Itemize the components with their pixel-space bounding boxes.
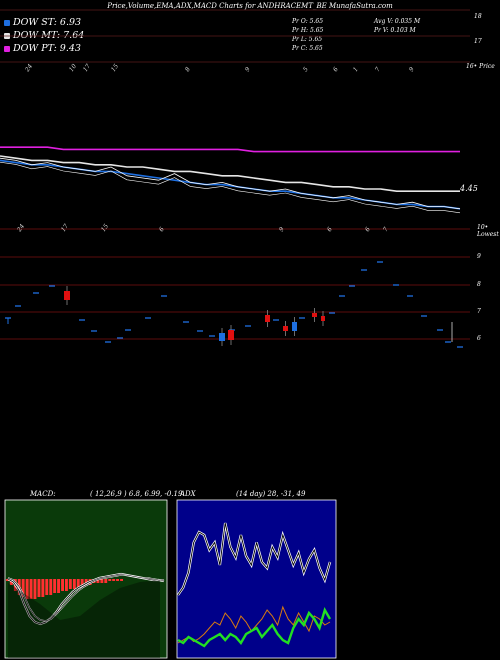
dow-mt-label: DOW MT: 7.64 <box>13 30 85 41</box>
info-pr-c: Pr C: 5.65 <box>292 45 323 52</box>
dow-pt-label: DOW PT: 9.43 <box>13 43 81 54</box>
adx-params: (14 day) 28, -31, 49 <box>236 490 306 498</box>
ema-line-1 <box>0 155 460 192</box>
price-close-line <box>0 157 461 210</box>
price-date-label: 8 <box>184 66 192 73</box>
legend-dow-mt: DOW MT: 7.64 <box>4 30 84 41</box>
macd-histogram-bar <box>80 579 84 587</box>
macd-histogram-bar <box>116 579 119 581</box>
macd-histogram-bar <box>120 579 123 581</box>
legend-dow-st: DOW ST: 6.93 <box>4 17 81 28</box>
vol-level-8: 8 <box>477 281 481 288</box>
price-scale-label: 16• Price <box>466 63 495 70</box>
vol-level-10-value: 10 <box>477 224 485 231</box>
macd-histogram-bar <box>29 579 33 599</box>
vol-level-10: 10• Lowest <box>477 224 500 238</box>
info-pr-v: Pr V: 0.103 M <box>374 27 416 34</box>
price-date-label: 1 <box>352 66 360 73</box>
candle-body <box>321 316 325 321</box>
chart-title: Price,Volume,EMA,ADX,MACD Charts for AND… <box>107 2 393 10</box>
volume-date-label: 7 <box>382 226 390 233</box>
adx-main-line-inner <box>177 522 331 596</box>
info-avg-v: Avg V: 0.035 M <box>374 18 421 25</box>
macd-histogram-bar <box>104 579 108 583</box>
price-date-label: 7 <box>374 66 382 73</box>
dow-st-swatch <box>4 19 10 26</box>
vol-level-9: 9 <box>477 253 481 260</box>
price-date-label: 5 <box>302 66 310 73</box>
macd-shade <box>8 580 160 658</box>
dow-st-label: DOW ST: 6.93 <box>13 17 82 28</box>
price-low-line <box>0 161 461 214</box>
macd-histogram-bar <box>100 579 104 583</box>
price-date-label: 9 <box>408 66 416 73</box>
macd-histogram-bar <box>41 579 45 597</box>
candle-body <box>64 291 70 300</box>
price-date-label: 15 <box>110 63 120 73</box>
volume-date-label: 24 <box>15 223 26 234</box>
candle-body <box>219 333 225 341</box>
macd-histogram-bar <box>72 579 76 589</box>
volume-date-label: 17 <box>60 223 70 233</box>
price-scale-top: 18 <box>474 13 482 20</box>
last-price-label: 4.45 <box>460 184 478 193</box>
macd-histogram-bar <box>33 579 37 599</box>
macd-histogram-bar <box>112 579 116 581</box>
macd-histogram-bar <box>65 579 68 591</box>
macd-histogram-bar <box>96 579 100 583</box>
vol-level-10-suffix: • Lowest <box>477 224 499 238</box>
macd-title: MACD: <box>30 490 56 498</box>
macd-signal-inner <box>7 574 164 622</box>
volume-date-label: 9 <box>278 226 286 233</box>
macd-histogram-bar <box>61 579 64 591</box>
vol-level-7: 7 <box>477 308 481 315</box>
volume-date-label: 6 <box>326 226 334 233</box>
macd-histogram-bar <box>21 579 25 597</box>
volume-date-label: 6 <box>158 226 166 233</box>
macd-histogram-bar <box>37 579 41 597</box>
adx-panel-frame <box>176 499 337 659</box>
dow-mt-swatch <box>4 32 10 39</box>
adx-minus-di-line <box>177 606 332 648</box>
macd-histogram-bar <box>6 579 9 581</box>
macd-histogram-bar <box>108 579 112 581</box>
vol-level-6: 6 <box>477 335 481 342</box>
candle-body <box>312 313 317 317</box>
price-date-label: 9 <box>244 66 252 73</box>
ema-line-2 <box>0 146 460 153</box>
macd-histogram-bar <box>49 579 53 595</box>
macd-histogram-bar <box>45 579 49 595</box>
candle-body <box>283 326 288 331</box>
volume-date-label: 6 <box>364 226 372 233</box>
macd-histogram-bar <box>84 579 88 585</box>
macd-histogram-bar <box>53 579 57 593</box>
price-date-label: 24 <box>23 63 34 74</box>
info-pr-o: Pr O: 5.65 <box>292 18 324 25</box>
price-date-label: 10 <box>68 63 78 73</box>
legend-dow-pt: DOW PT: 9.43 <box>4 43 81 54</box>
volume-date-label: 15 <box>100 223 110 233</box>
info-pr-h: Pr H: 5.65 <box>292 27 324 34</box>
info-pr-l: Pr L: 5.65 <box>292 36 323 43</box>
dow-pt-swatch <box>4 45 10 52</box>
macd-histogram-bar <box>68 579 72 589</box>
macd-params: ( 12,26,9 ) 6.8, 6.99, -0.19 <box>90 490 183 498</box>
macd-histogram-bar <box>57 579 60 593</box>
candle-body <box>228 330 234 340</box>
macd-histogram-bar <box>25 579 29 599</box>
candle-body <box>265 315 270 322</box>
adx-title: ADX <box>180 490 196 498</box>
price-date-label: 17 <box>82 63 92 73</box>
price-date-label: 6 <box>332 66 340 73</box>
price-scale-mid: 17 <box>474 38 482 45</box>
candle-body <box>292 322 297 331</box>
macd-histogram-bar <box>76 579 80 587</box>
